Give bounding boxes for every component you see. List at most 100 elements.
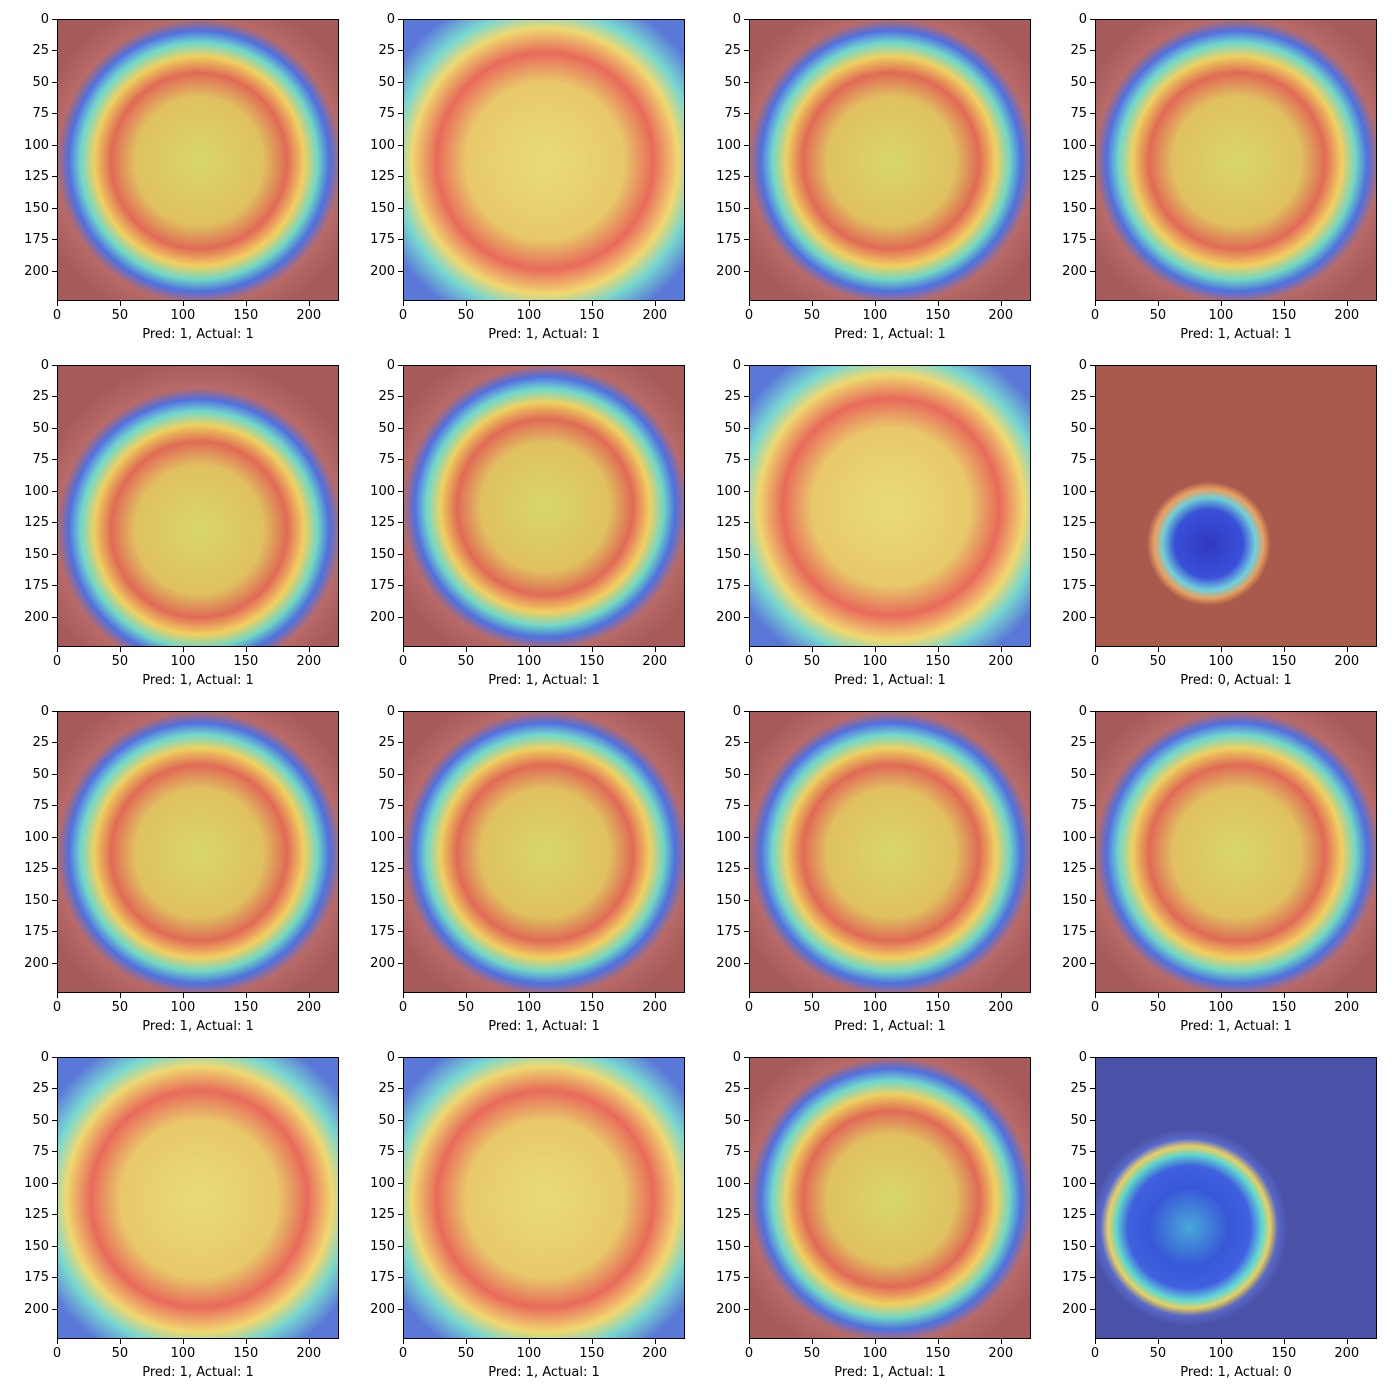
y-tick-mark xyxy=(52,931,57,933)
y-tick-mark xyxy=(52,113,57,115)
x-tick: 100 xyxy=(855,647,895,669)
prediction-caption: Pred: 1, Actual: 1 xyxy=(834,327,946,342)
x-tick-mark xyxy=(245,993,247,998)
y-tick: 175 xyxy=(359,578,403,597)
y-tick-mark xyxy=(398,19,403,20)
y-tick-mark xyxy=(398,805,403,807)
y-tick: 175 xyxy=(705,232,749,251)
y-tick: 25 xyxy=(705,735,749,754)
y-tick: 75 xyxy=(13,798,57,817)
y-tick-mark xyxy=(744,1277,749,1279)
heatmap-image xyxy=(749,1057,1031,1339)
y-tick: 50 xyxy=(705,421,749,440)
prediction-caption: Pred: 1, Actual: 1 xyxy=(1180,327,1292,342)
y-tick-label: 0 xyxy=(386,358,395,373)
y-tick-label: 125 xyxy=(1062,861,1087,877)
x-tick-label: 50 xyxy=(111,1000,129,1015)
y-tick: 50 xyxy=(1051,767,1095,786)
y-tick: 0 xyxy=(705,1050,749,1069)
y-tick: 25 xyxy=(705,43,749,62)
y-tick-label: 75 xyxy=(378,1144,395,1160)
y-tick: 150 xyxy=(359,893,403,912)
x-tick-mark xyxy=(874,993,876,998)
y-tick-mark xyxy=(52,427,57,429)
y-tick-label: 50 xyxy=(1070,74,1087,90)
y-tick-mark xyxy=(398,81,403,83)
x-tick: 50 xyxy=(446,1339,486,1361)
x-tick-mark xyxy=(937,1339,939,1344)
y-tick-label: 200 xyxy=(370,609,395,625)
y-tick: 150 xyxy=(705,893,749,912)
x-tick-label: 100 xyxy=(862,1346,888,1361)
y-tick: 0 xyxy=(359,704,403,723)
y-tick-label: 100 xyxy=(24,483,49,499)
y-tick: 175 xyxy=(1051,578,1095,597)
heatmap-image xyxy=(57,1057,339,1339)
y-tick-mark xyxy=(1090,522,1095,524)
x-tick: 0 xyxy=(383,1339,423,1361)
y-tick: 50 xyxy=(13,1113,57,1132)
y-tick-label: 0 xyxy=(732,358,741,373)
x-tick-label: 200 xyxy=(1334,654,1360,669)
y-tick-mark xyxy=(52,1277,57,1279)
x-tick-mark xyxy=(874,1339,876,1344)
prediction-caption: Pred: 1, Actual: 1 xyxy=(142,327,254,342)
y-tick-mark xyxy=(1090,1088,1095,1090)
y-tick-label: 25 xyxy=(1070,389,1087,405)
y-tick-label: 175 xyxy=(716,1270,741,1286)
x-tick-label: 0 xyxy=(1090,308,1100,323)
y-tick-label: 25 xyxy=(378,735,395,751)
y-tick-mark xyxy=(744,899,749,901)
y-tick: 25 xyxy=(359,43,403,62)
y-tick-label: 175 xyxy=(24,232,49,248)
x-tick: 200 xyxy=(635,1339,675,1361)
y-tick-label: 50 xyxy=(32,766,49,782)
y-tick-label: 25 xyxy=(378,389,395,405)
y-tick-mark xyxy=(1090,176,1095,178)
y-tick: 200 xyxy=(1051,1302,1095,1321)
y-tick: 50 xyxy=(359,767,403,786)
x-tick-mark xyxy=(1283,301,1285,306)
x-tick-label: 0 xyxy=(52,1000,62,1015)
x-tick-label: 150 xyxy=(233,308,259,323)
y-tick-label: 125 xyxy=(716,1207,741,1223)
prediction-caption: Pred: 1, Actual: 0 xyxy=(1180,1365,1292,1380)
x-tick-label: 150 xyxy=(233,1346,259,1361)
x-tick-label: 150 xyxy=(1271,1346,1297,1361)
y-tick: 100 xyxy=(705,830,749,849)
y-tick-label: 25 xyxy=(32,389,49,405)
y-tick: 150 xyxy=(13,547,57,566)
y-tick: 25 xyxy=(1051,1081,1095,1100)
x-tick: 0 xyxy=(37,301,77,323)
y-tick-mark xyxy=(1090,773,1095,775)
y-tick-label: 75 xyxy=(1070,452,1087,468)
x-tick-label: 200 xyxy=(642,654,668,669)
y-tick: 75 xyxy=(1051,798,1095,817)
x-tick: 200 xyxy=(981,1339,1021,1361)
x-tick-mark xyxy=(654,993,656,998)
x-tick-mark xyxy=(1220,1339,1222,1344)
y-tick-label: 25 xyxy=(1070,735,1087,751)
y-tick: 175 xyxy=(359,924,403,943)
x-tick-label: 0 xyxy=(744,654,754,669)
heatmap-image xyxy=(403,19,685,301)
x-tick: 100 xyxy=(163,1339,203,1361)
y-tick-label: 125 xyxy=(24,861,49,877)
x-tick: 150 xyxy=(572,301,612,323)
y-tick-mark xyxy=(398,585,403,587)
x-tick-label: 100 xyxy=(1208,308,1234,323)
heatmap-image xyxy=(749,711,1031,993)
y-tick: 50 xyxy=(13,767,57,786)
x-tick: 200 xyxy=(289,993,329,1015)
y-tick: 175 xyxy=(705,924,749,943)
y-tick-label: 175 xyxy=(370,924,395,940)
x-tick-mark xyxy=(591,301,593,306)
y-tick-mark xyxy=(398,459,403,461)
y-tick-label: 175 xyxy=(1062,924,1087,940)
x-tick-label: 100 xyxy=(170,654,196,669)
y-tick-mark xyxy=(744,585,749,587)
y-tick-label: 200 xyxy=(1062,263,1087,279)
y-tick-mark xyxy=(398,50,403,52)
y-tick: 100 xyxy=(1051,830,1095,849)
y-tick-mark xyxy=(398,490,403,492)
